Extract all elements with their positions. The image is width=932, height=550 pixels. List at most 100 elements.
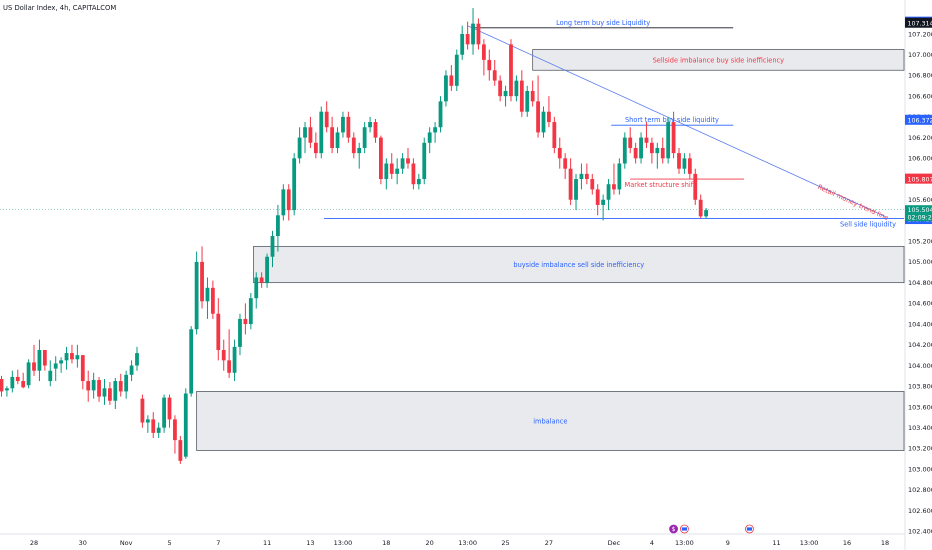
price-tick-label: 106.000: [908, 155, 932, 163]
candle: [487, 49, 492, 81]
candle-body: [319, 111, 324, 154]
candle: [59, 357, 64, 373]
candle-body: [243, 318, 248, 325]
annotations: $: [669, 524, 754, 534]
time-tick-label: Dec: [608, 539, 621, 547]
candle: [37, 339, 42, 382]
candle-body: [200, 261, 204, 302]
candle: [319, 106, 324, 159]
candle-body: [86, 381, 91, 391]
candle: [503, 85, 508, 107]
candle: [612, 163, 616, 195]
candle: [102, 378, 107, 405]
candle-body: [210, 287, 215, 314]
candle: [547, 96, 551, 128]
price-tick-label: 102.600: [908, 507, 932, 515]
event-marker: [669, 524, 678, 534]
time-tick-label: 20: [426, 539, 434, 547]
candle: [682, 153, 687, 174]
candle-body: [503, 90, 508, 97]
price-tick-label: 102.800: [908, 486, 932, 494]
time-tick-label: 13: [306, 539, 314, 547]
candle: [660, 137, 665, 164]
time-tick-label: 13:00: [675, 539, 694, 547]
candle-body: [476, 23, 481, 45]
price-tick-label: 103.400: [908, 424, 932, 432]
price-axis[interactable]: 107.200107.000106.800106.600106.400106.2…: [905, 16, 932, 536]
candle: [395, 158, 400, 185]
candle: [574, 173, 578, 211]
candle-body: [178, 440, 183, 461]
current-price-text: 105.504: [908, 207, 932, 214]
candle: [281, 184, 286, 221]
price-tick-label: 104.200: [908, 341, 932, 349]
candle-body: [346, 116, 351, 138]
candle-body: [612, 184, 616, 190]
candle-body: [427, 132, 432, 143]
candle-body: [118, 381, 123, 392]
candle: [118, 373, 123, 397]
candle-body: [48, 370, 53, 382]
time-tick-label: Nov: [120, 539, 133, 547]
candle-body: [519, 80, 524, 112]
candle-body: [628, 137, 633, 148]
candle: [650, 137, 654, 164]
candle-body: [221, 349, 226, 361]
candle-body: [42, 349, 47, 366]
candle-body: [281, 189, 286, 216]
price-label-text: 107.314: [908, 20, 932, 27]
short-term-liquidity-label: Short term buy side liquidity: [625, 116, 719, 124]
candle-body: [216, 313, 221, 350]
candle: [389, 153, 394, 180]
candle-body: [541, 111, 546, 133]
time-tick-label: 13:00: [458, 539, 477, 547]
trend-line: [467, 25, 886, 217]
candle-body: [64, 353, 69, 361]
candle: [5, 386, 9, 397]
price-tick-label: 106.200: [908, 134, 932, 142]
candle-body: [444, 75, 448, 102]
candle: [129, 360, 134, 382]
price-tick-label: 104.800: [908, 279, 932, 287]
candle: [10, 370, 15, 393]
candle: [379, 135, 383, 185]
time-axis[interactable]: 28 30 Nov 5 7 11 13 13:00 18 20 13:00 25 27 Dec 4 13:00…: [30, 539, 889, 547]
candle-body: [70, 353, 74, 360]
candle: [292, 153, 297, 216]
price-tick-label: 107.200: [908, 30, 932, 38]
candle: [221, 339, 226, 371]
zone-label: Sellside imbalance buy side inefficiency: [653, 56, 785, 64]
candle-body: [595, 189, 600, 205]
candle-body: [389, 163, 394, 174]
candle-body: [514, 80, 519, 97]
candle: [265, 253, 269, 288]
time-tick-label: 13:00: [334, 539, 353, 547]
candle-body: [460, 34, 465, 55]
candle-body: [368, 122, 372, 128]
candle: [259, 272, 264, 288]
candle: [579, 163, 584, 190]
candle: [210, 280, 215, 319]
price-tick-label: 103.200: [908, 445, 932, 453]
price-label-box: [905, 18, 932, 28]
candle: [552, 116, 557, 154]
candle-body: [557, 147, 562, 159]
candle-body: [129, 365, 134, 375]
candle-body: [140, 398, 145, 423]
candle: [639, 132, 643, 164]
long-term-liquidity-label: Long term buy side Liquidity: [556, 19, 650, 27]
candle-body: [232, 346, 237, 373]
candle-body: [32, 362, 36, 371]
candle-body: [292, 158, 297, 211]
candle: [449, 65, 454, 91]
candle: [698, 194, 703, 219]
candle-body: [183, 393, 188, 457]
candle-body: [276, 215, 280, 237]
candle: [227, 329, 232, 378]
zone-label: imbalance: [533, 417, 567, 425]
candle-body: [552, 122, 557, 148]
time-tick-label: 11: [263, 539, 271, 547]
candle: [438, 96, 443, 133]
candle-body: [335, 132, 340, 148]
